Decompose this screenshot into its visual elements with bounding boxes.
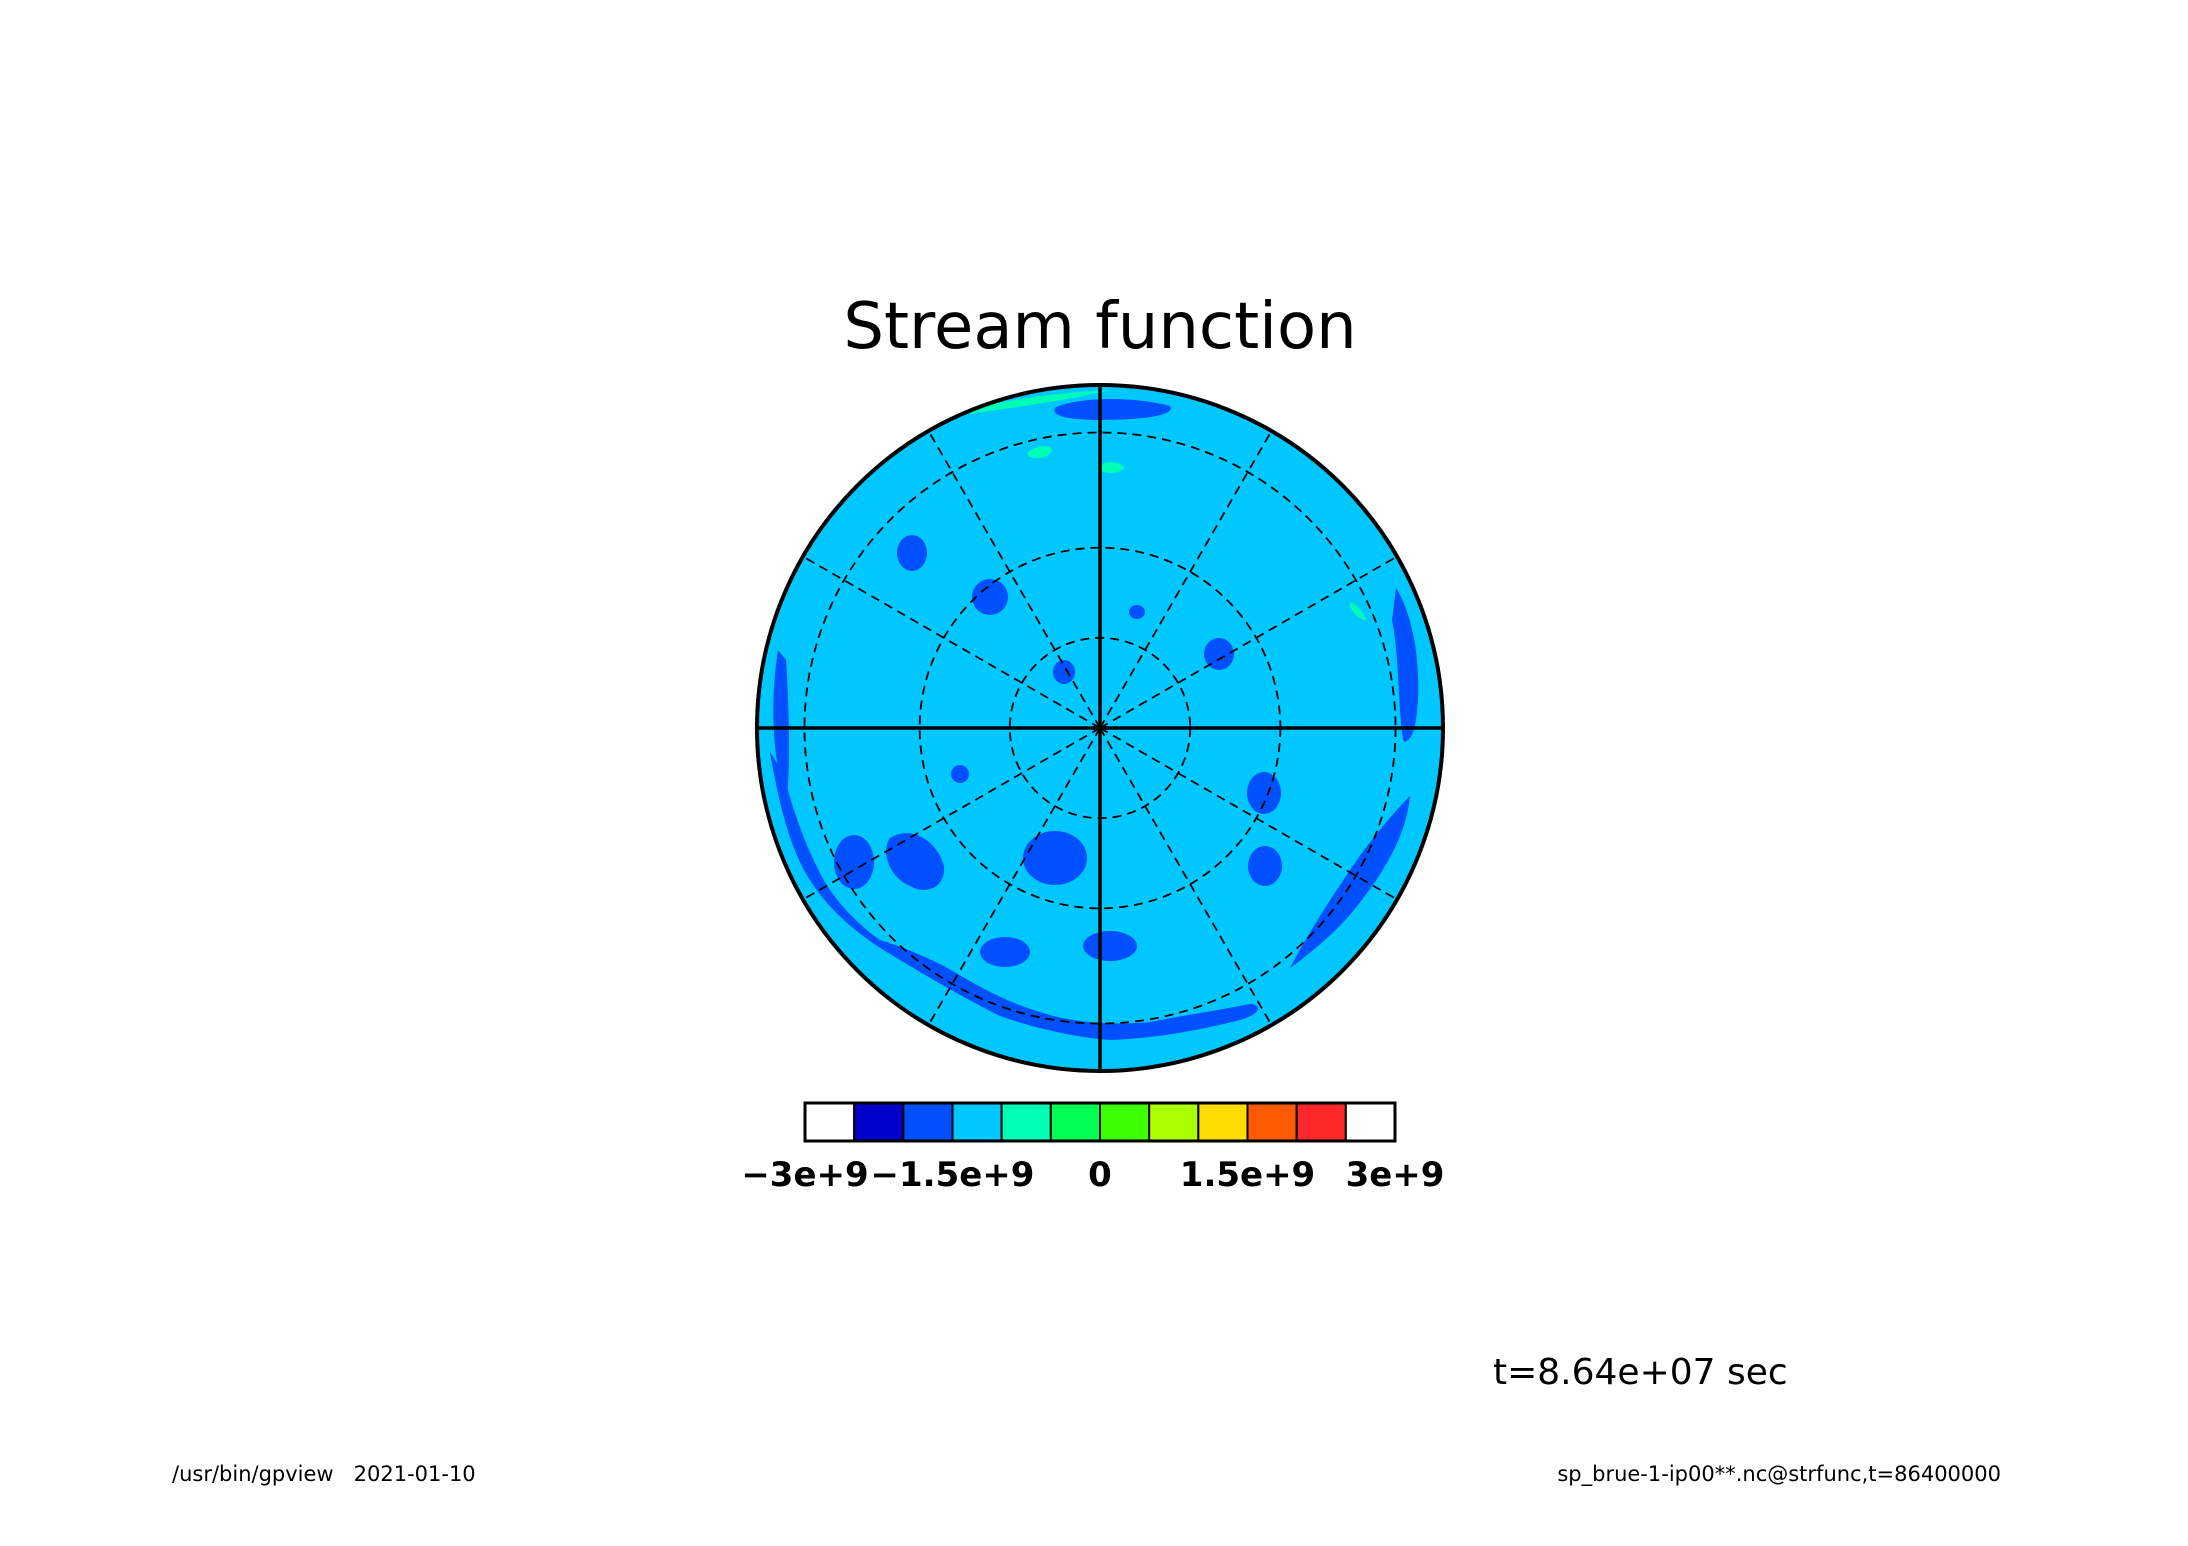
meridian-line-dashed <box>927 430 1101 729</box>
negative-anomaly-blob <box>1023 831 1087 885</box>
colorbar-swatch <box>853 1102 905 1142</box>
colorbar-swatch <box>1295 1102 1347 1142</box>
colorbar-tick-label: −3e+9 <box>741 1155 868 1195</box>
negative-anomaly-blob <box>980 937 1030 967</box>
colorbar: −3e+9 −1.5e+9 0 1.5e+9 3e+9 <box>741 1101 1445 1195</box>
latitude-circle <box>918 546 1282 910</box>
negative-anomaly-blob <box>951 765 969 783</box>
positive-anomaly-blob <box>1100 462 1124 473</box>
colorbar-swatch <box>1344 1102 1397 1142</box>
positive-anomaly-blob <box>970 390 1110 414</box>
meridian-line-dashed <box>802 555 1101 729</box>
latitude-circle <box>1008 636 1192 820</box>
chart-title: Stream function <box>843 290 1356 364</box>
colorbar-swatch <box>902 1102 954 1142</box>
negative-anomaly-blob <box>1392 588 1419 742</box>
footer-left: /usr/bin/gpview 2021-01-10 <box>172 1462 476 1486</box>
negative-anomaly-blob <box>1129 605 1145 619</box>
meridian-line-dashed <box>802 727 1101 901</box>
meridian-line-dashed <box>1099 727 1398 901</box>
meridian-line-dashed <box>927 727 1101 1026</box>
positive-anomaly-blob <box>1028 446 1052 458</box>
colorbar-swatch <box>1148 1102 1200 1142</box>
colorbar-tick-label: 3e+9 <box>1346 1155 1445 1195</box>
latitude-circle <box>803 431 1397 1025</box>
negative-anomaly-blob <box>886 833 945 890</box>
map-boundary <box>755 383 1445 1073</box>
positive-anomaly-blob <box>1350 602 1366 620</box>
colorbar-swatch <box>1099 1102 1151 1142</box>
graticule <box>757 385 1443 1071</box>
negative-anomaly-blob <box>972 579 1008 615</box>
time-label: t=8.64e+07 sec <box>1493 1352 1788 1393</box>
colorbar-swatch <box>1197 1102 1249 1142</box>
colorbar-frame <box>803 1101 1397 1143</box>
negative-anomaly-blob <box>1054 398 1171 420</box>
colorbar-tick-label: 0 <box>1088 1155 1112 1195</box>
colorbar-tick-label: 1.5e+9 <box>1180 1155 1315 1195</box>
colorbar-swatch <box>804 1102 856 1142</box>
negative-anomaly-blob <box>1083 931 1137 961</box>
colorbar-swatch <box>951 1102 1003 1142</box>
polar-map <box>755 383 1445 1073</box>
negative-anomaly-blob <box>1204 638 1234 670</box>
colorbar-swatch <box>1000 1102 1052 1142</box>
colorbar-swatch <box>1049 1102 1102 1142</box>
negative-anomaly-blob <box>897 535 927 571</box>
meridian-line-dashed <box>1099 555 1398 729</box>
negative-anomaly-blob <box>1053 660 1075 684</box>
meridian-line-dashed <box>1099 727 1273 1026</box>
colorbar-tick-label: −1.5e+9 <box>871 1155 1035 1195</box>
negative-anomaly-blob <box>1248 846 1282 886</box>
colorbar-swatch <box>1246 1102 1298 1142</box>
footer-right: sp_brue-1-ip00**.nc@strfunc,t=86400000 <box>1557 1462 2001 1487</box>
negative-anomaly-blob <box>773 650 789 800</box>
meridian-line-dashed <box>1099 430 1273 729</box>
negative-anomaly-blob <box>1247 772 1281 814</box>
negative-anomaly-blob <box>834 835 874 889</box>
